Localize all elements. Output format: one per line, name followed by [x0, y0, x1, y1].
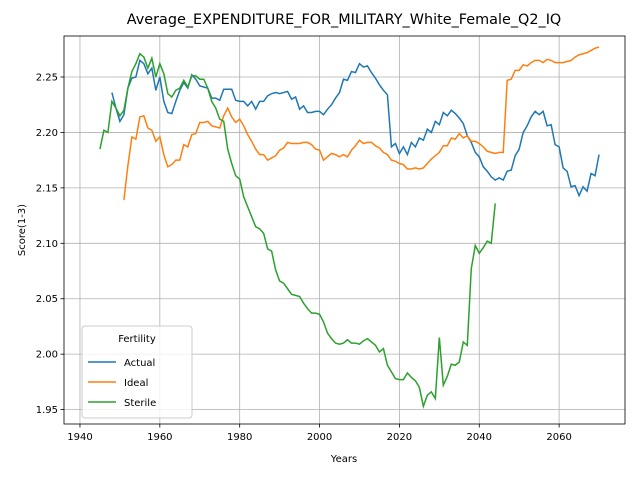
x-axis-label: Years [330, 454, 357, 465]
chart-title: Average_EXPENDITURE_FOR_MILITARY_White_F… [127, 12, 562, 28]
y-tick-label: 2.20 [36, 128, 58, 139]
legend-box [81, 325, 193, 419]
legend-label: Actual [124, 358, 155, 369]
line-series [123, 46, 600, 201]
y-axis-label: Score(1-3) [17, 204, 28, 256]
legend-label: Ideal [124, 378, 148, 389]
y-tick-label: 2.00 [36, 350, 58, 361]
x-tick-label: 2000 [307, 432, 332, 443]
x-tick-label: 2040 [467, 432, 492, 443]
x-tick-label: 1940 [67, 432, 92, 443]
legend-label: Sterile [124, 398, 156, 409]
line-series [99, 52, 496, 409]
y-tick-label: 2.05 [36, 294, 58, 305]
y-tick-label: 1.95 [36, 405, 58, 416]
plot-frame [63, 35, 626, 425]
y-tick-label: 2.10 [36, 239, 58, 250]
y-tick-label: 2.15 [36, 183, 58, 194]
x-tick-label: 2020 [387, 432, 412, 443]
x-tick-label: 2060 [546, 432, 571, 443]
legend: Fertility Actual Ideal Sterile [81, 325, 193, 419]
legend-title: Fertility [118, 334, 156, 345]
x-tick-label: 1980 [227, 432, 252, 443]
y-tick-label: 2.25 [36, 73, 58, 84]
line-series [111, 59, 600, 198]
x-tick-label: 1960 [147, 432, 172, 443]
